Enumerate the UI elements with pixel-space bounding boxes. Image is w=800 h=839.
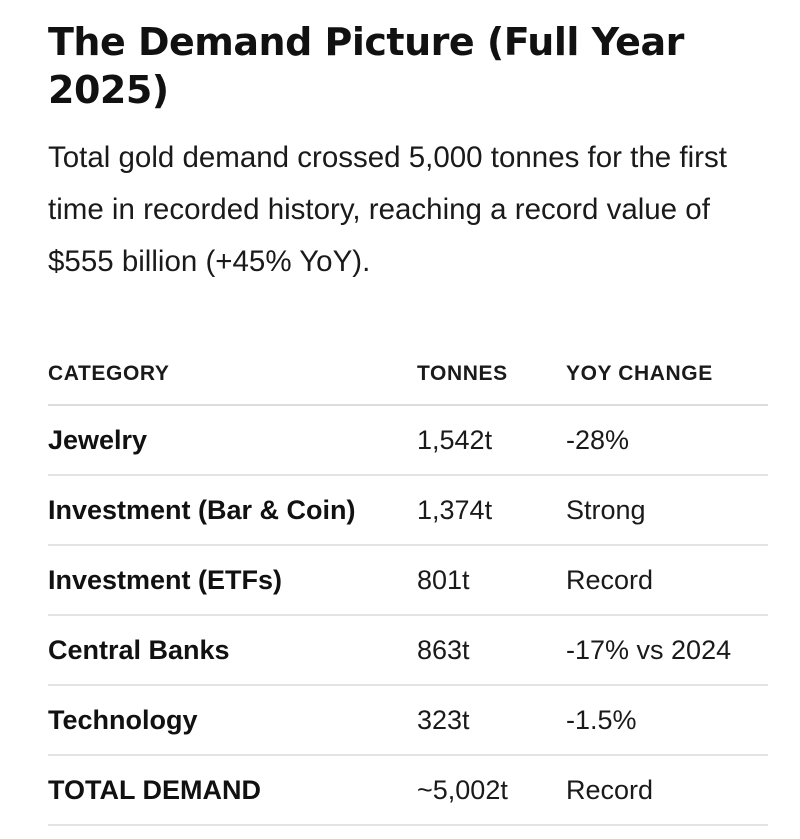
cell-category: Jewelry bbox=[48, 405, 417, 476]
table-row: Jewelry 1,542t -28% bbox=[48, 405, 768, 476]
article: The Demand Picture (Full Year 2025) Tota… bbox=[48, 18, 768, 288]
cell-tonnes: 801t bbox=[417, 545, 566, 616]
table-row-total: TOTAL DEMAND ~5,002t Record bbox=[48, 755, 768, 826]
cell-yoy-change: -28% bbox=[566, 405, 768, 476]
table-row: Investment (Bar & Coin) 1,374t Strong bbox=[48, 475, 768, 546]
table-row: Investment (ETFs) 801t Record bbox=[48, 545, 768, 616]
cell-category: Investment (Bar & Coin) bbox=[48, 475, 417, 546]
table-row: Central Banks 863t -17% vs 2024 bbox=[48, 615, 768, 686]
cell-category: Technology bbox=[48, 685, 417, 756]
cell-tonnes: 323t bbox=[417, 685, 566, 756]
cell-tonnes: 1,374t bbox=[417, 475, 566, 546]
table-body: Jewelry 1,542t -28% Investment (Bar & Co… bbox=[48, 405, 768, 826]
column-header-category: CATEGORY bbox=[48, 344, 417, 406]
cell-yoy-change: Record bbox=[566, 545, 768, 616]
cell-tonnes: ~5,002t bbox=[417, 755, 566, 826]
demand-table-container: CATEGORY TONNES YOY CHANGE Jewelry 1,542… bbox=[48, 344, 768, 826]
cell-category: Investment (ETFs) bbox=[48, 545, 417, 616]
table-header: CATEGORY TONNES YOY CHANGE bbox=[48, 344, 768, 406]
cell-category: TOTAL DEMAND bbox=[48, 755, 417, 826]
cell-tonnes: 863t bbox=[417, 615, 566, 686]
table-row: Technology 323t -1.5% bbox=[48, 685, 768, 756]
column-header-yoy-change: YOY CHANGE bbox=[566, 344, 768, 406]
cell-yoy-change: -1.5% bbox=[566, 685, 768, 756]
demand-table: CATEGORY TONNES YOY CHANGE Jewelry 1,542… bbox=[48, 344, 768, 826]
table-header-row: CATEGORY TONNES YOY CHANGE bbox=[48, 344, 768, 406]
cell-category: Central Banks bbox=[48, 615, 417, 686]
cell-yoy-change: Record bbox=[566, 755, 768, 826]
column-header-tonnes: TONNES bbox=[417, 344, 566, 406]
article-lede: Total gold demand crossed 5,000 tonnes f… bbox=[48, 141, 727, 278]
cell-tonnes: 1,542t bbox=[417, 405, 566, 476]
cell-yoy-change: Strong bbox=[566, 475, 768, 546]
article-title: The Demand Picture (Full Year 2025) bbox=[48, 20, 684, 112]
cell-yoy-change: -17% vs 2024 bbox=[566, 615, 768, 686]
